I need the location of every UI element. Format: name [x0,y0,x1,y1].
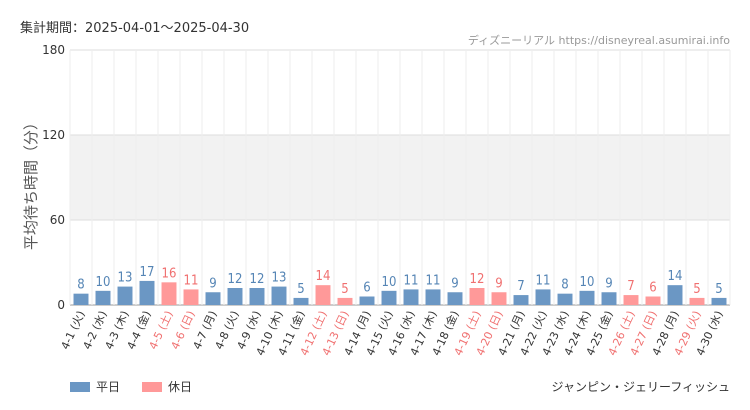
bar [403,289,419,305]
bar [249,288,265,305]
bar [447,292,463,305]
data-label: 7 [627,279,634,294]
legend-item-holiday: 休日 [142,378,192,395]
data-label: 12 [228,272,243,287]
data-label: 17 [140,265,155,280]
attraction-name: ジャンピン・ジェリーフィッシュ [551,380,730,394]
bar [513,295,529,305]
bar [645,296,661,305]
bar [95,290,111,305]
bar [293,297,309,305]
legend-swatch-weekday [70,381,90,392]
period-label: 集計期間：2025-04-01～2025-04-30 [20,21,250,36]
bar [337,297,353,305]
legend-item-weekday: 平日 [70,378,120,395]
data-label: 9 [495,276,502,291]
legend-swatch-holiday [142,381,163,392]
data-label: 14 [316,269,331,284]
legend-label-weekday: 平日 [96,380,121,394]
y-tick-label: 180 [42,43,65,57]
bar [205,292,221,305]
data-label: 5 [297,282,304,297]
bar [315,285,331,305]
bar [227,288,243,305]
bar [139,280,155,305]
bar [667,285,683,305]
data-label: 11 [404,273,419,288]
data-label: 14 [668,269,683,284]
data-label: 16 [162,266,177,281]
data-label: 5 [693,282,700,297]
bar [711,297,727,305]
y-tick-label: 60 [50,213,65,227]
bar [359,296,375,305]
brand-label: ディズニーリアル https://disneyreal.asumirai.inf… [467,34,730,47]
bar [689,297,705,305]
y-tick-label: 120 [42,128,65,142]
data-label: 10 [580,275,595,290]
data-label: 11 [184,273,199,288]
data-label: 11 [536,273,551,288]
data-label: 5 [715,282,722,297]
data-label: 12 [470,272,485,287]
bar [161,282,177,305]
y-tick-label: 0 [57,298,65,312]
legend: 平日 休日 [70,378,192,395]
data-label: 10 [382,275,397,290]
data-label: 8 [77,278,84,293]
bar [117,286,133,305]
data-label: 11 [426,273,441,288]
bar [73,293,89,305]
bar [425,289,441,305]
bar [579,290,595,305]
bar [491,292,507,305]
bar [469,288,485,305]
data-label: 13 [118,271,133,286]
y-axis-title: 平均待ち時間（分） [22,115,40,250]
data-label: 9 [451,276,458,291]
data-label: 8 [561,278,568,293]
data-label: 9 [209,276,216,291]
bar [623,295,639,305]
bar [601,292,617,305]
data-label: 13 [272,271,287,286]
bar [183,289,199,305]
data-label: 12 [250,272,265,287]
bar [557,293,573,305]
data-label: 7 [517,279,524,294]
data-label: 10 [96,275,111,290]
bar [535,289,551,305]
data-label: 6 [363,281,370,296]
bar [271,286,287,305]
bar [381,290,397,305]
data-label: 6 [649,281,656,296]
data-label: 5 [341,282,348,297]
legend-label-holiday: 休日 [168,380,193,394]
data-label: 9 [605,276,612,291]
